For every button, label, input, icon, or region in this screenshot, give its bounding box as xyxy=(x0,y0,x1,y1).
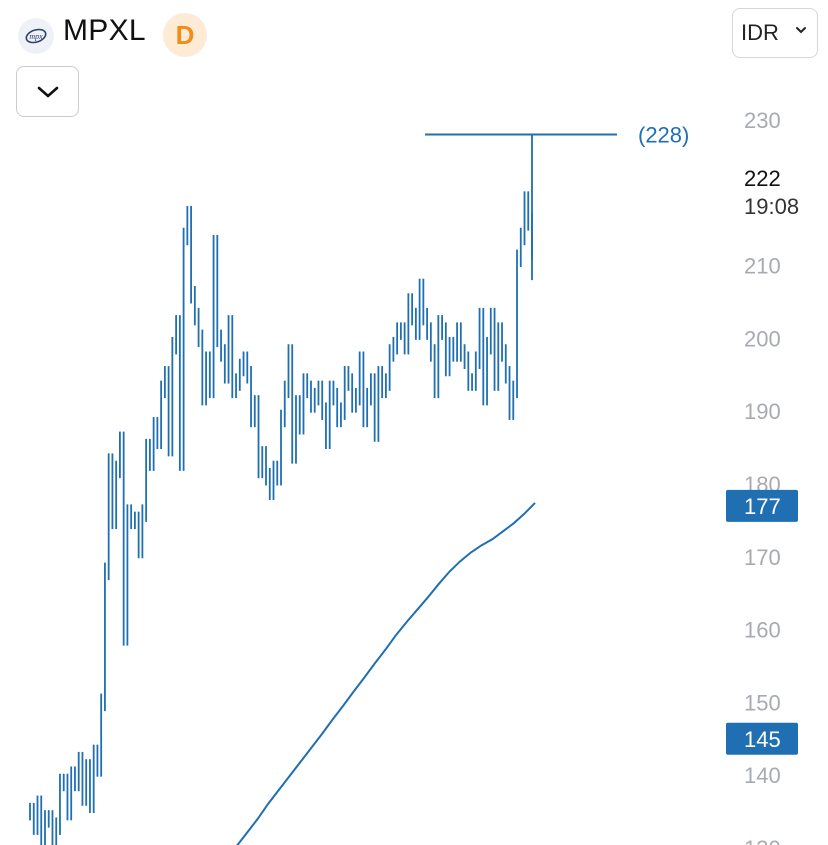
last-price-label: 222 xyxy=(744,166,781,191)
y-tick-label: 210 xyxy=(744,254,781,279)
price-tag xyxy=(726,489,798,522)
moving-average-line xyxy=(236,502,536,845)
timeframe-badge[interactable]: D xyxy=(163,13,207,57)
chevron-down-icon xyxy=(796,27,806,34)
y-tick-label: 130 xyxy=(744,836,781,845)
y-tick-label: 170 xyxy=(744,545,781,570)
price-tag-label: 145 xyxy=(744,727,781,752)
y-tick-label: 200 xyxy=(744,326,781,351)
last-price-time: 19:08 xyxy=(744,194,799,219)
svg-text:mpx: mpx xyxy=(29,32,43,41)
chevron-down-icon xyxy=(37,86,58,97)
y-tick-label: 190 xyxy=(744,399,781,424)
price-tag xyxy=(726,722,798,755)
y-tick-label: 150 xyxy=(744,690,781,715)
currency-select[interactable]: IDR xyxy=(732,8,818,58)
ticker-symbol: MPXL xyxy=(63,14,146,47)
y-tick-label: 160 xyxy=(744,618,781,643)
currency-label: IDR xyxy=(741,20,779,45)
expand-toggle-button[interactable] xyxy=(16,66,79,117)
price-tag-label: 177 xyxy=(744,494,781,519)
y-tick-label: 230 xyxy=(744,108,781,133)
company-logo-icon: mpx xyxy=(18,18,54,54)
high-marker-label: (228) xyxy=(638,123,689,148)
y-tick-label: 140 xyxy=(744,763,781,788)
chart-header: mpx MPXL D IDR xyxy=(0,0,828,130)
